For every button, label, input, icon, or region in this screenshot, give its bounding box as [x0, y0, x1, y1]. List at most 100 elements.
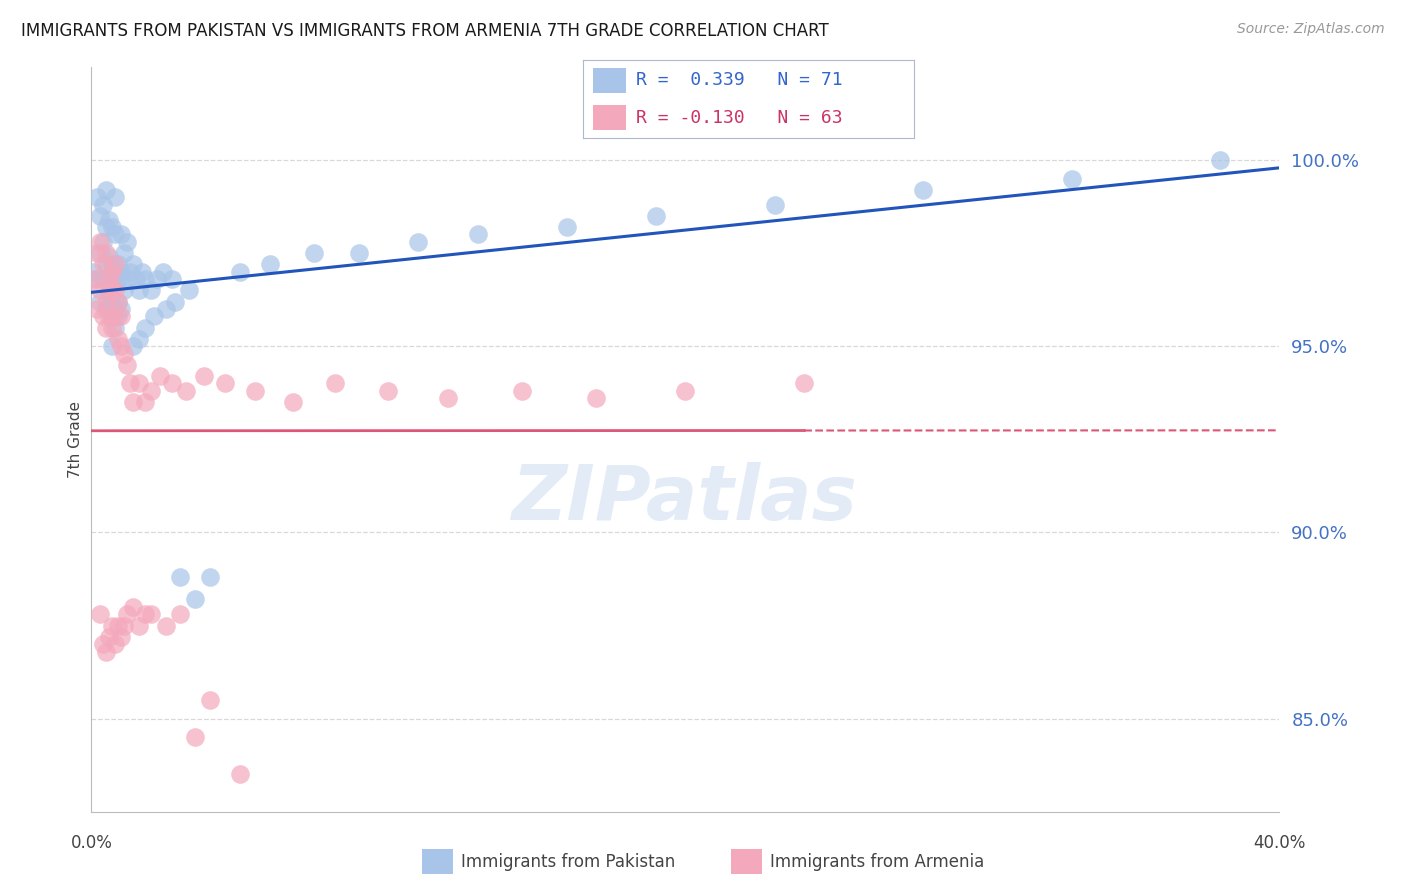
Point — [89, 294, 111, 309]
Point — [134, 320, 156, 334]
Point — [179, 284, 201, 298]
Point — [104, 637, 127, 651]
Point — [104, 190, 127, 204]
Point — [145, 272, 167, 286]
Point — [134, 272, 156, 286]
Point — [122, 257, 145, 271]
Point — [128, 376, 150, 391]
Point — [91, 272, 114, 286]
Point — [1209, 153, 1232, 167]
Point — [110, 301, 132, 316]
Point — [122, 395, 145, 409]
Text: ZIPatlas: ZIPatlas — [512, 462, 859, 536]
Point — [107, 618, 129, 632]
Point — [149, 369, 172, 384]
Point — [107, 272, 129, 286]
Point — [377, 384, 399, 398]
Point — [101, 284, 124, 298]
Point — [104, 284, 127, 298]
Point — [110, 265, 132, 279]
Point — [793, 376, 815, 391]
Point — [118, 376, 141, 391]
Point — [110, 630, 132, 644]
Point — [86, 190, 108, 204]
Point — [98, 310, 121, 324]
Point — [152, 265, 174, 279]
Point — [128, 284, 150, 298]
Point — [644, 209, 666, 223]
Point — [104, 227, 127, 242]
Point — [555, 220, 578, 235]
Point — [134, 607, 156, 622]
Point — [436, 392, 458, 406]
Point — [91, 197, 114, 211]
Point — [302, 246, 325, 260]
Point — [107, 332, 129, 346]
Point — [107, 257, 129, 271]
Point — [118, 265, 141, 279]
Point — [139, 284, 162, 298]
Point — [101, 310, 124, 324]
Point — [115, 607, 138, 622]
Point — [169, 570, 191, 584]
Point — [98, 287, 121, 301]
Y-axis label: 7th Grade: 7th Grade — [67, 401, 83, 478]
Point — [122, 339, 145, 353]
Point — [112, 618, 135, 632]
Point — [110, 310, 132, 324]
Point — [673, 384, 696, 398]
Text: 0.0%: 0.0% — [70, 834, 112, 852]
Bar — [593, 105, 627, 130]
Text: 40.0%: 40.0% — [1253, 834, 1306, 852]
Point — [184, 731, 207, 745]
Point — [467, 227, 489, 242]
Point — [128, 618, 150, 632]
Point — [86, 272, 108, 286]
Point — [259, 257, 281, 271]
Point — [112, 284, 135, 298]
Point — [128, 332, 150, 346]
Point — [176, 384, 198, 398]
Point — [110, 227, 132, 242]
Point — [763, 197, 786, 211]
Point — [104, 301, 127, 316]
Point — [96, 257, 118, 271]
Text: R = -0.130   N = 63: R = -0.130 N = 63 — [637, 109, 844, 127]
Point — [91, 310, 114, 324]
Point — [125, 272, 148, 286]
Point — [98, 630, 121, 644]
Point — [89, 607, 111, 622]
Point — [96, 183, 118, 197]
Point — [89, 284, 111, 298]
Point — [89, 209, 111, 223]
Point — [115, 272, 138, 286]
Text: Source: ZipAtlas.com: Source: ZipAtlas.com — [1237, 22, 1385, 37]
Point — [107, 310, 129, 324]
Point — [98, 284, 121, 298]
Point — [98, 301, 121, 316]
Point — [139, 384, 162, 398]
Point — [229, 767, 252, 781]
Point — [122, 599, 145, 614]
Point — [98, 250, 121, 264]
Point — [142, 310, 165, 324]
Point — [510, 384, 533, 398]
Point — [184, 592, 207, 607]
Point — [323, 376, 346, 391]
Bar — [593, 68, 627, 93]
Point — [115, 358, 138, 372]
Point — [112, 246, 135, 260]
Point — [283, 395, 305, 409]
Point — [229, 265, 252, 279]
Point — [96, 220, 118, 235]
Point — [110, 339, 132, 353]
Point — [101, 272, 124, 286]
Point — [160, 376, 183, 391]
Text: R =  0.339   N = 71: R = 0.339 N = 71 — [637, 71, 844, 89]
Point — [98, 272, 121, 286]
Point — [585, 392, 607, 406]
Point — [104, 310, 127, 324]
Point — [101, 320, 124, 334]
Point — [347, 246, 370, 260]
Point — [91, 235, 114, 249]
